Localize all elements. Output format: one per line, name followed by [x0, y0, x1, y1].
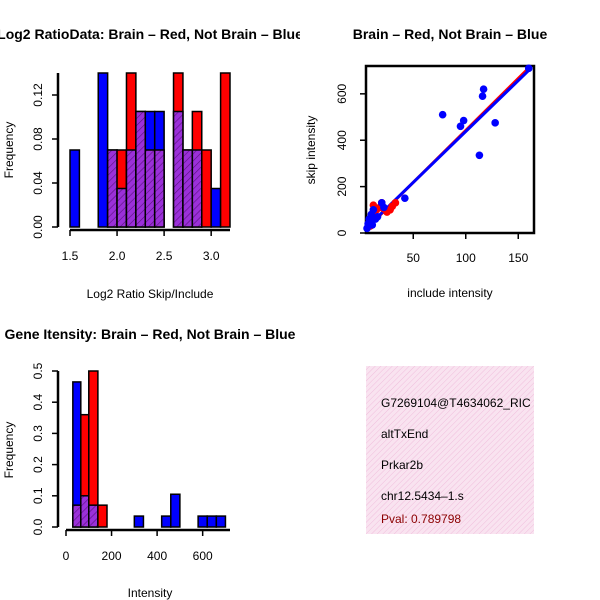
histogram-overlap-bar: [144, 149, 156, 228]
scatter-plot-box: [364, 64, 536, 235]
info-gene-id: G7269104@T4634062_RIC: [381, 396, 531, 410]
scatter-point: [391, 199, 400, 207]
y-tick-label: 0.12: [31, 83, 45, 107]
scatter-point: [459, 116, 468, 125]
x-tick-label: 0: [63, 549, 70, 563]
histogram-overlap-bar: [125, 149, 137, 228]
intensity-histogram-title: Gene Itensity: Brain – Red, Not Brain – …: [5, 326, 296, 342]
y-tick-label: 0.08: [31, 127, 45, 151]
y-tick-label: 0.04: [31, 171, 45, 195]
y-tick-label: 0.4: [31, 394, 45, 411]
histogram-bar: [197, 515, 208, 528]
x-tick-label: 150: [508, 251, 528, 265]
scatter-point: [401, 194, 409, 203]
ratio-histogram-y-label: Frequency: [2, 122, 16, 179]
histogram-bar: [201, 149, 212, 228]
histogram-bar: [88, 370, 99, 528]
histogram-overlap-bar: [106, 149, 118, 228]
y-tick-label: 400: [335, 130, 349, 150]
x-tick-label: 100: [456, 251, 476, 265]
histogram-overlap-bar: [72, 504, 82, 528]
scatter-point: [491, 119, 499, 127]
ratio-histogram-bars: [69, 72, 231, 228]
histogram-bar: [210, 187, 222, 228]
scatter-point: [524, 64, 533, 73]
scatter-y-ticks: 0 200 400 600: [335, 84, 366, 236]
x-tick-label: 50: [407, 251, 421, 265]
scatter-point: [475, 151, 484, 160]
x-tick-label: 200: [102, 549, 122, 563]
intensity-histogram-bars: [72, 370, 227, 528]
intensity-histogram-y-label: Frequency: [2, 422, 16, 479]
histogram-bar: [215, 515, 227, 528]
info-pval: Pval: 0.789798: [381, 512, 461, 526]
ratio-histogram-panel: Log2 RatioData: Brain – Red, Not Brain –…: [0, 26, 303, 301]
x-tick-label: 2.0: [109, 249, 126, 263]
histogram-bar: [69, 149, 81, 228]
y-tick-label: 0.1: [31, 487, 45, 504]
scatter-title: Brain – Red, Not Brain – Blue: [353, 26, 548, 42]
histogram-overlap-bar: [80, 495, 90, 528]
scatter-point: [368, 221, 377, 229]
info-gene-name: Prkar2b: [381, 458, 423, 472]
y-tick-label: 200: [335, 176, 349, 196]
y-tick-label: 600: [335, 84, 349, 104]
ratio-histogram-x-ticks: 1.5 2.0 2.5 3.0: [62, 230, 220, 263]
scatter-point: [380, 203, 388, 212]
intensity-histogram-x-label: Intensity: [128, 586, 173, 600]
ratio-histogram-title: Log2 RatioData: Brain – Red, Not Brain –…: [0, 26, 303, 42]
y-tick-label: 0.00: [31, 215, 45, 239]
histogram-bar: [170, 493, 181, 528]
histogram-bar: [97, 504, 108, 528]
histogram-bar: [133, 515, 145, 528]
histogram-overlap-bar: [172, 110, 184, 228]
y-tick-label: 0.0: [31, 518, 45, 535]
info-panel: G7269104@T4634062_RIC altTxEnd Prkar2b c…: [366, 366, 534, 534]
x-tick-label: 3.0: [203, 249, 220, 263]
info-location: chr12.5434–1.s: [381, 489, 464, 503]
x-tick-label: 2.5: [156, 249, 173, 263]
histogram-overlap-bar: [153, 149, 165, 228]
scatter-point: [438, 110, 447, 119]
scatter-y-label: skip intensity: [304, 116, 318, 185]
scatter-x-label: include intensity: [407, 286, 492, 300]
histogram-bar: [97, 72, 109, 228]
intensity-histogram-x-ticks: 0 200 400 600: [63, 530, 213, 563]
histogram-bar: [160, 515, 172, 528]
info-box-background: [366, 366, 534, 534]
histogram-overlap-bar: [191, 149, 203, 228]
info-event-type: altTxEnd: [381, 427, 428, 441]
scatter-point: [456, 122, 465, 131]
x-tick-label: 1.5: [62, 249, 79, 263]
x-tick-label: 400: [147, 549, 167, 563]
histogram-bar: [219, 72, 231, 228]
y-tick-label: 0: [335, 229, 349, 236]
scatter-point: [369, 206, 378, 214]
histogram-overlap-bar: [135, 110, 147, 228]
scatter-point: [479, 85, 488, 93]
y-tick-label: 0.5: [31, 362, 45, 379]
scatter-x-ticks: 50 100 150: [407, 233, 529, 265]
scatter-point: [478, 92, 487, 100]
scatter-point: [373, 212, 382, 221]
ratio-histogram-y-ticks: 0.00 0.04 0.08 0.12: [31, 83, 58, 239]
histogram-overlap-bar: [182, 149, 194, 228]
histogram-overlap-bar: [116, 187, 128, 228]
y-tick-label: 0.3: [31, 425, 45, 442]
histogram-overlap-bar: [88, 504, 99, 528]
x-tick-label: 600: [193, 549, 213, 563]
scatter-points: [363, 64, 533, 233]
scatter-panel: Brain – Red, Not Brain – Blue 50 100 150 0…: [304, 26, 547, 300]
ratio-histogram-x-label: Log2 Ratio Skip/Include: [87, 287, 214, 301]
intensity-histogram-panel: Gene Itensity: Brain – Red, Not Brain – …: [2, 326, 296, 600]
intensity-histogram-y-ticks: 0.0 0.1 0.2 0.3 0.4 0.5: [31, 362, 58, 535]
histogram-bar: [206, 515, 218, 528]
y-tick-label: 0.2: [31, 456, 45, 473]
